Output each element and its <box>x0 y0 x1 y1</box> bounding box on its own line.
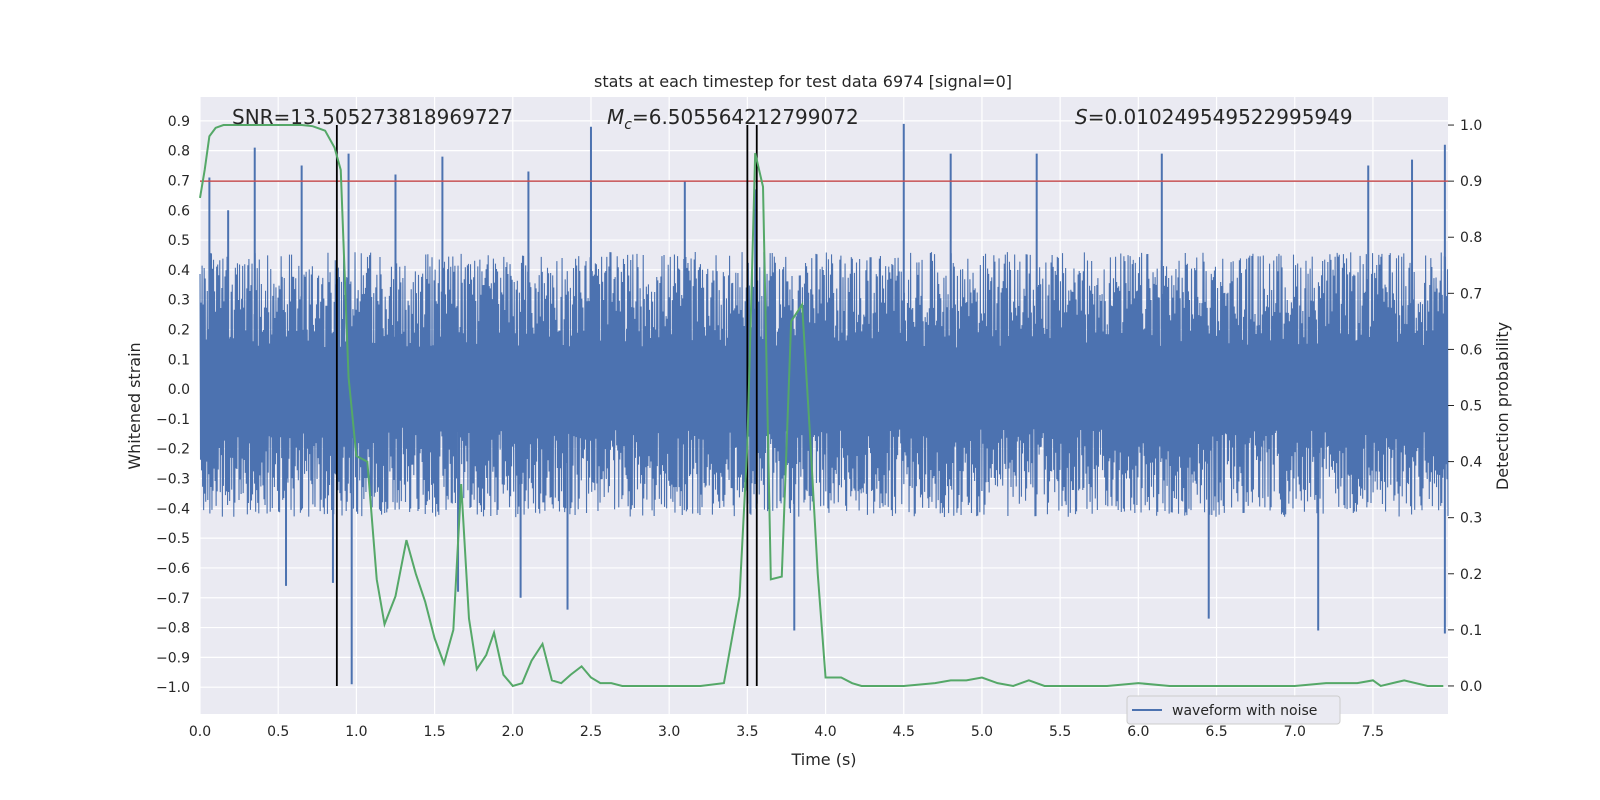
left-y-tick-label: 0.9 <box>168 114 190 130</box>
x-tick-label: 7.0 <box>1284 724 1306 740</box>
left-y-tick-label: 0.5 <box>168 233 190 249</box>
right-y-axis-ticks: 1.0 0.9 0.8 0.7 0.6 0.5 0.4 0.3 0.2 0.1 0.0 <box>1448 118 1482 695</box>
x-tick-label: 6.5 <box>1205 724 1227 740</box>
s-annotation: S=0.010249549522995949 <box>1075 105 1353 129</box>
left-y-tick-label: −0.7 <box>156 591 190 607</box>
x-tick-label: 5.5 <box>1049 724 1071 740</box>
right-y-tick-label: 0.6 <box>1460 342 1482 358</box>
left-y-tick-label: −0.4 <box>156 501 190 517</box>
x-tick-label: 2.5 <box>580 724 602 740</box>
chirp-mass-value: =6.505564212799072 <box>632 105 859 129</box>
waveform-series <box>199 123 1449 685</box>
left-y-tick-label: 0.7 <box>168 173 190 189</box>
right-y-tick-label: 0.0 <box>1460 679 1482 695</box>
x-tick-label: 4.5 <box>893 724 915 740</box>
x-tick-label: 5.0 <box>971 724 993 740</box>
left-y-axis-ticks: 0.9 0.8 0.7 0.6 0.5 0.4 0.3 0.2 0.1 0.0 −0.1 −0.2 −0… <box>156 114 190 696</box>
x-tick-label: 0.0 <box>189 724 211 740</box>
x-tick-label: 3.0 <box>658 724 680 740</box>
left-y-tick-label: 0.6 <box>168 203 190 219</box>
chirp-mass-subscript: c <box>624 117 632 133</box>
left-y-tick-label: −0.1 <box>156 412 190 428</box>
waveform-line <box>199 252 1449 518</box>
left-y-tick-label: −1.0 <box>156 680 190 696</box>
left-y-tick-label: −0.9 <box>156 650 190 666</box>
annotations: SNR=13.505273818969727 Mc=6.505564212799… <box>232 105 1353 133</box>
x-tick-label: 0.5 <box>267 724 289 740</box>
x-axis-ticks: 0.0 0.5 1.0 1.5 2.0 2.5 3.0 3.5 4.0 4.5 5.0 5.5 6.0 6… <box>189 724 1384 740</box>
right-y-tick-label: 1.0 <box>1460 118 1482 134</box>
x-axis-label: Time (s) <box>790 750 856 769</box>
right-y-tick-label: 0.5 <box>1460 399 1482 415</box>
left-y-tick-label: 0.0 <box>168 382 190 398</box>
legend-box <box>1126 695 1341 725</box>
left-y-tick-label: −0.3 <box>156 472 190 488</box>
x-tick-label: 4.0 <box>814 724 836 740</box>
left-y-tick-label: 0.2 <box>168 322 190 338</box>
right-y-tick-label: 0.9 <box>1460 174 1482 190</box>
right-y-tick-label: 0.3 <box>1460 511 1482 527</box>
right-y-tick-label: 0.7 <box>1460 286 1482 302</box>
s-symbol: S <box>1075 105 1088 129</box>
x-tick-label: 2.0 <box>502 724 524 740</box>
left-y-tick-label: 0.8 <box>168 144 190 160</box>
x-tick-label: 1.0 <box>345 724 367 740</box>
left-y-tick-label: 0.3 <box>168 293 190 309</box>
right-y-tick-label: 0.2 <box>1460 567 1482 583</box>
legend: waveform with noise <box>1126 695 1341 725</box>
right-y-tick-label: 0.1 <box>1460 623 1482 639</box>
chart-title: stats at each timestep for test data 697… <box>594 72 1012 91</box>
probability-series <box>199 124 1444 688</box>
probability-line <box>199 124 1444 688</box>
left-y-tick-label: 0.4 <box>168 263 190 279</box>
right-y-tick-label: 0.8 <box>1460 230 1482 246</box>
right-y-tick-label: 0.4 <box>1460 455 1482 471</box>
x-tick-label: 1.5 <box>423 724 445 740</box>
left-y-tick-label: −0.8 <box>156 621 190 637</box>
s-value: =0.010249549522995949 <box>1088 105 1353 129</box>
vertical-markers <box>335 125 758 686</box>
left-y-tick-label: 0.1 <box>168 352 190 368</box>
chirp-mass-annotation: Mc=6.505564212799072 <box>607 105 859 133</box>
left-y-tick-label: −0.2 <box>156 442 190 458</box>
right-y-axis-label: Detection probability <box>1493 322 1512 490</box>
x-tick-label: 6.0 <box>1127 724 1149 740</box>
x-tick-label: 3.5 <box>736 724 758 740</box>
snr-annotation: SNR=13.505273818969727 <box>232 105 513 129</box>
legend-label: waveform with noise <box>1172 703 1317 719</box>
x-tick-label: 7.5 <box>1362 724 1384 740</box>
left-y-axis-label: Whitened strain <box>125 342 144 469</box>
left-y-tick-label: −0.5 <box>156 531 190 547</box>
left-y-tick-label: −0.6 <box>156 561 190 577</box>
chirp-mass-symbol: M <box>607 105 624 129</box>
